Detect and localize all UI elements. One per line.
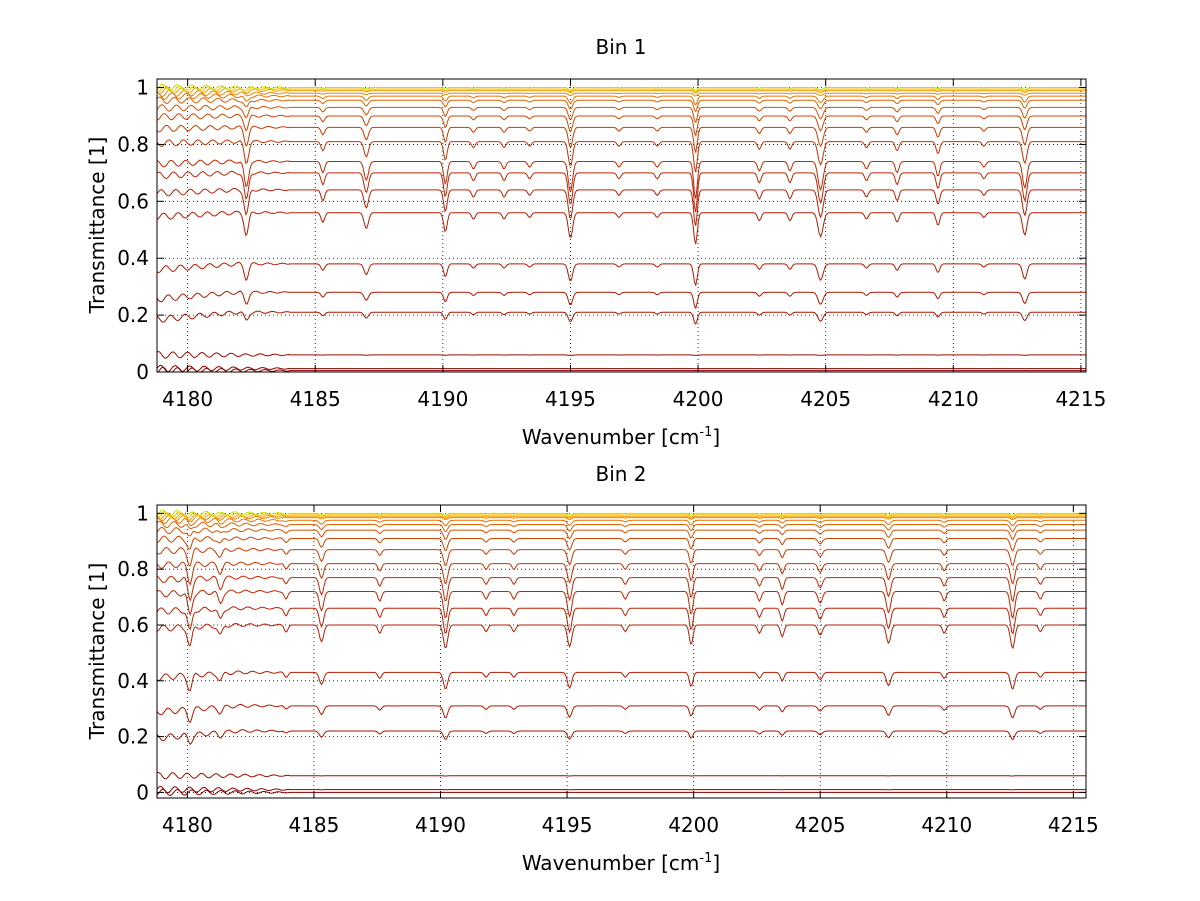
y-tick-label: 0.6	[117, 613, 149, 637]
spectrum-line-10	[156, 561, 1086, 586]
x-tick-label: 4195	[542, 813, 593, 837]
spectrum-line-7	[156, 187, 1086, 226]
spectrum-line-16	[156, 89, 1086, 98]
spectrum-line-16	[156, 513, 1086, 523]
spectrum-line-11	[156, 124, 1086, 155]
spectrum-line-6	[156, 622, 1086, 650]
panel-bin-2: Bin 2 4180 4185 4190 4195 4200 4205 4210 4215 0…	[85, 462, 1099, 875]
y-tick-label: 0.2	[117, 303, 149, 327]
chart-title: Bin 2	[595, 462, 646, 486]
spectrum-line-13	[156, 104, 1086, 124]
spectrum-line-6	[156, 210, 1086, 245]
y-axis-label: Transmittance [1]	[85, 563, 109, 741]
x-axis-label-end: ]	[712, 425, 720, 449]
x-tick-label: 4180	[162, 813, 213, 837]
x-tick-label: 4185	[290, 387, 341, 411]
spectrum-line-17	[156, 86, 1086, 95]
y-ticks: 0 0.2 0.4 0.6 0.8 1	[117, 501, 1086, 804]
panel-bin-1: Bin 1 4180 4185 4190 4195 4200 4205 4210 4215 0…	[85, 35, 1106, 449]
x-tick-label: 4215	[1048, 813, 1099, 837]
spectrum-line-3	[156, 310, 1086, 326]
x-tick-label: 4205	[795, 813, 846, 837]
spectrum-line-8	[156, 589, 1086, 620]
spectrum-line-5	[156, 261, 1086, 287]
y-tick-label: 0.8	[117, 132, 149, 156]
y-tick-label: 1	[136, 501, 149, 525]
spectrum-line-14	[156, 520, 1086, 533]
y-ticks: 0 0.2 0.4 0.6 0.8 1	[117, 76, 1086, 384]
x-tick-label: 4185	[288, 813, 339, 837]
spectrum-line-4	[156, 703, 1086, 724]
spectrum-line-18	[156, 511, 1086, 519]
spectra-lines	[156, 509, 1086, 797]
spectrum-line-7	[156, 606, 1086, 635]
spectrum-line-3	[156, 729, 1086, 745]
plot-area	[157, 505, 1086, 798]
spectrum-line-14	[156, 96, 1086, 113]
y-tick-label: 0	[136, 360, 149, 384]
x-tick-label: 4215	[1055, 387, 1106, 411]
x-axis-label: Wavenumber [cm-1]	[522, 425, 720, 449]
x-tick-label: 4200	[668, 813, 719, 837]
plot-area	[157, 79, 1086, 372]
spectrum-line-5	[156, 670, 1086, 692]
spectrum-line-1	[156, 785, 1086, 794]
spectrum-line-19	[156, 83, 1086, 92]
spectrum-line-0	[156, 788, 1086, 797]
chart-title: Bin 1	[595, 35, 646, 59]
spectrum-line-2	[156, 771, 1086, 780]
spectrum-line-4	[156, 290, 1086, 310]
spectrum-line-15	[156, 516, 1086, 527]
x-axis-label-end: ]	[712, 851, 720, 875]
x-tick-label: 4210	[921, 813, 972, 837]
x-tick-label: 4195	[545, 387, 596, 411]
x-tick-label: 4190	[417, 387, 468, 411]
axes-box	[156, 78, 1087, 373]
x-tick-label: 4200	[673, 387, 724, 411]
y-tick-label: 1	[136, 76, 149, 100]
spectrum-line-15	[156, 92, 1086, 106]
x-tick-label: 4210	[928, 387, 979, 411]
x-axis-label-superscript: -1	[699, 425, 712, 440]
x-tick-label: 4190	[415, 813, 466, 837]
x-tick-label: 4205	[800, 387, 851, 411]
spectrum-line-8	[156, 170, 1086, 213]
spectrum-line-1	[156, 364, 1086, 373]
spectrum-line-12	[156, 113, 1086, 137]
y-tick-label: 0.2	[117, 725, 149, 749]
x-axis-label-superscript: -1	[699, 851, 712, 866]
spectrum-line-9	[156, 575, 1086, 603]
spectrum-line-9	[156, 159, 1086, 199]
x-tick-label: 4180	[162, 387, 213, 411]
y-axis-label: Transmittance [1]	[85, 137, 109, 315]
y-tick-label: 0.4	[117, 246, 149, 270]
spectrum-line-17	[156, 512, 1086, 521]
y-tick-label: 0.4	[117, 669, 149, 693]
y-tick-label: 0	[136, 780, 149, 804]
spectrum-line-0	[156, 366, 1086, 373]
y-tick-label: 0.8	[117, 557, 149, 581]
spectrum-line-19	[156, 509, 1086, 517]
spectrum-line-2	[156, 350, 1086, 359]
axes-box	[156, 504, 1087, 799]
spectrum-line-13	[156, 526, 1086, 540]
x-ticks: 4180 4185 4190 4195 4200 4205 4210 4215	[162, 505, 1099, 837]
y-tick-label: 0.6	[117, 189, 149, 213]
x-axis-label: Wavenumber [cm-1]	[522, 851, 720, 875]
spectrum-line-10	[156, 139, 1086, 173]
spectrum-line-12	[156, 535, 1086, 552]
x-ticks: 4180 4185 4190 4195 4200 4205 4210 4215	[162, 79, 1106, 411]
spectrum-line-11	[156, 546, 1086, 567]
spectrum-line-18	[156, 85, 1086, 93]
spectra-lines	[156, 83, 1086, 373]
